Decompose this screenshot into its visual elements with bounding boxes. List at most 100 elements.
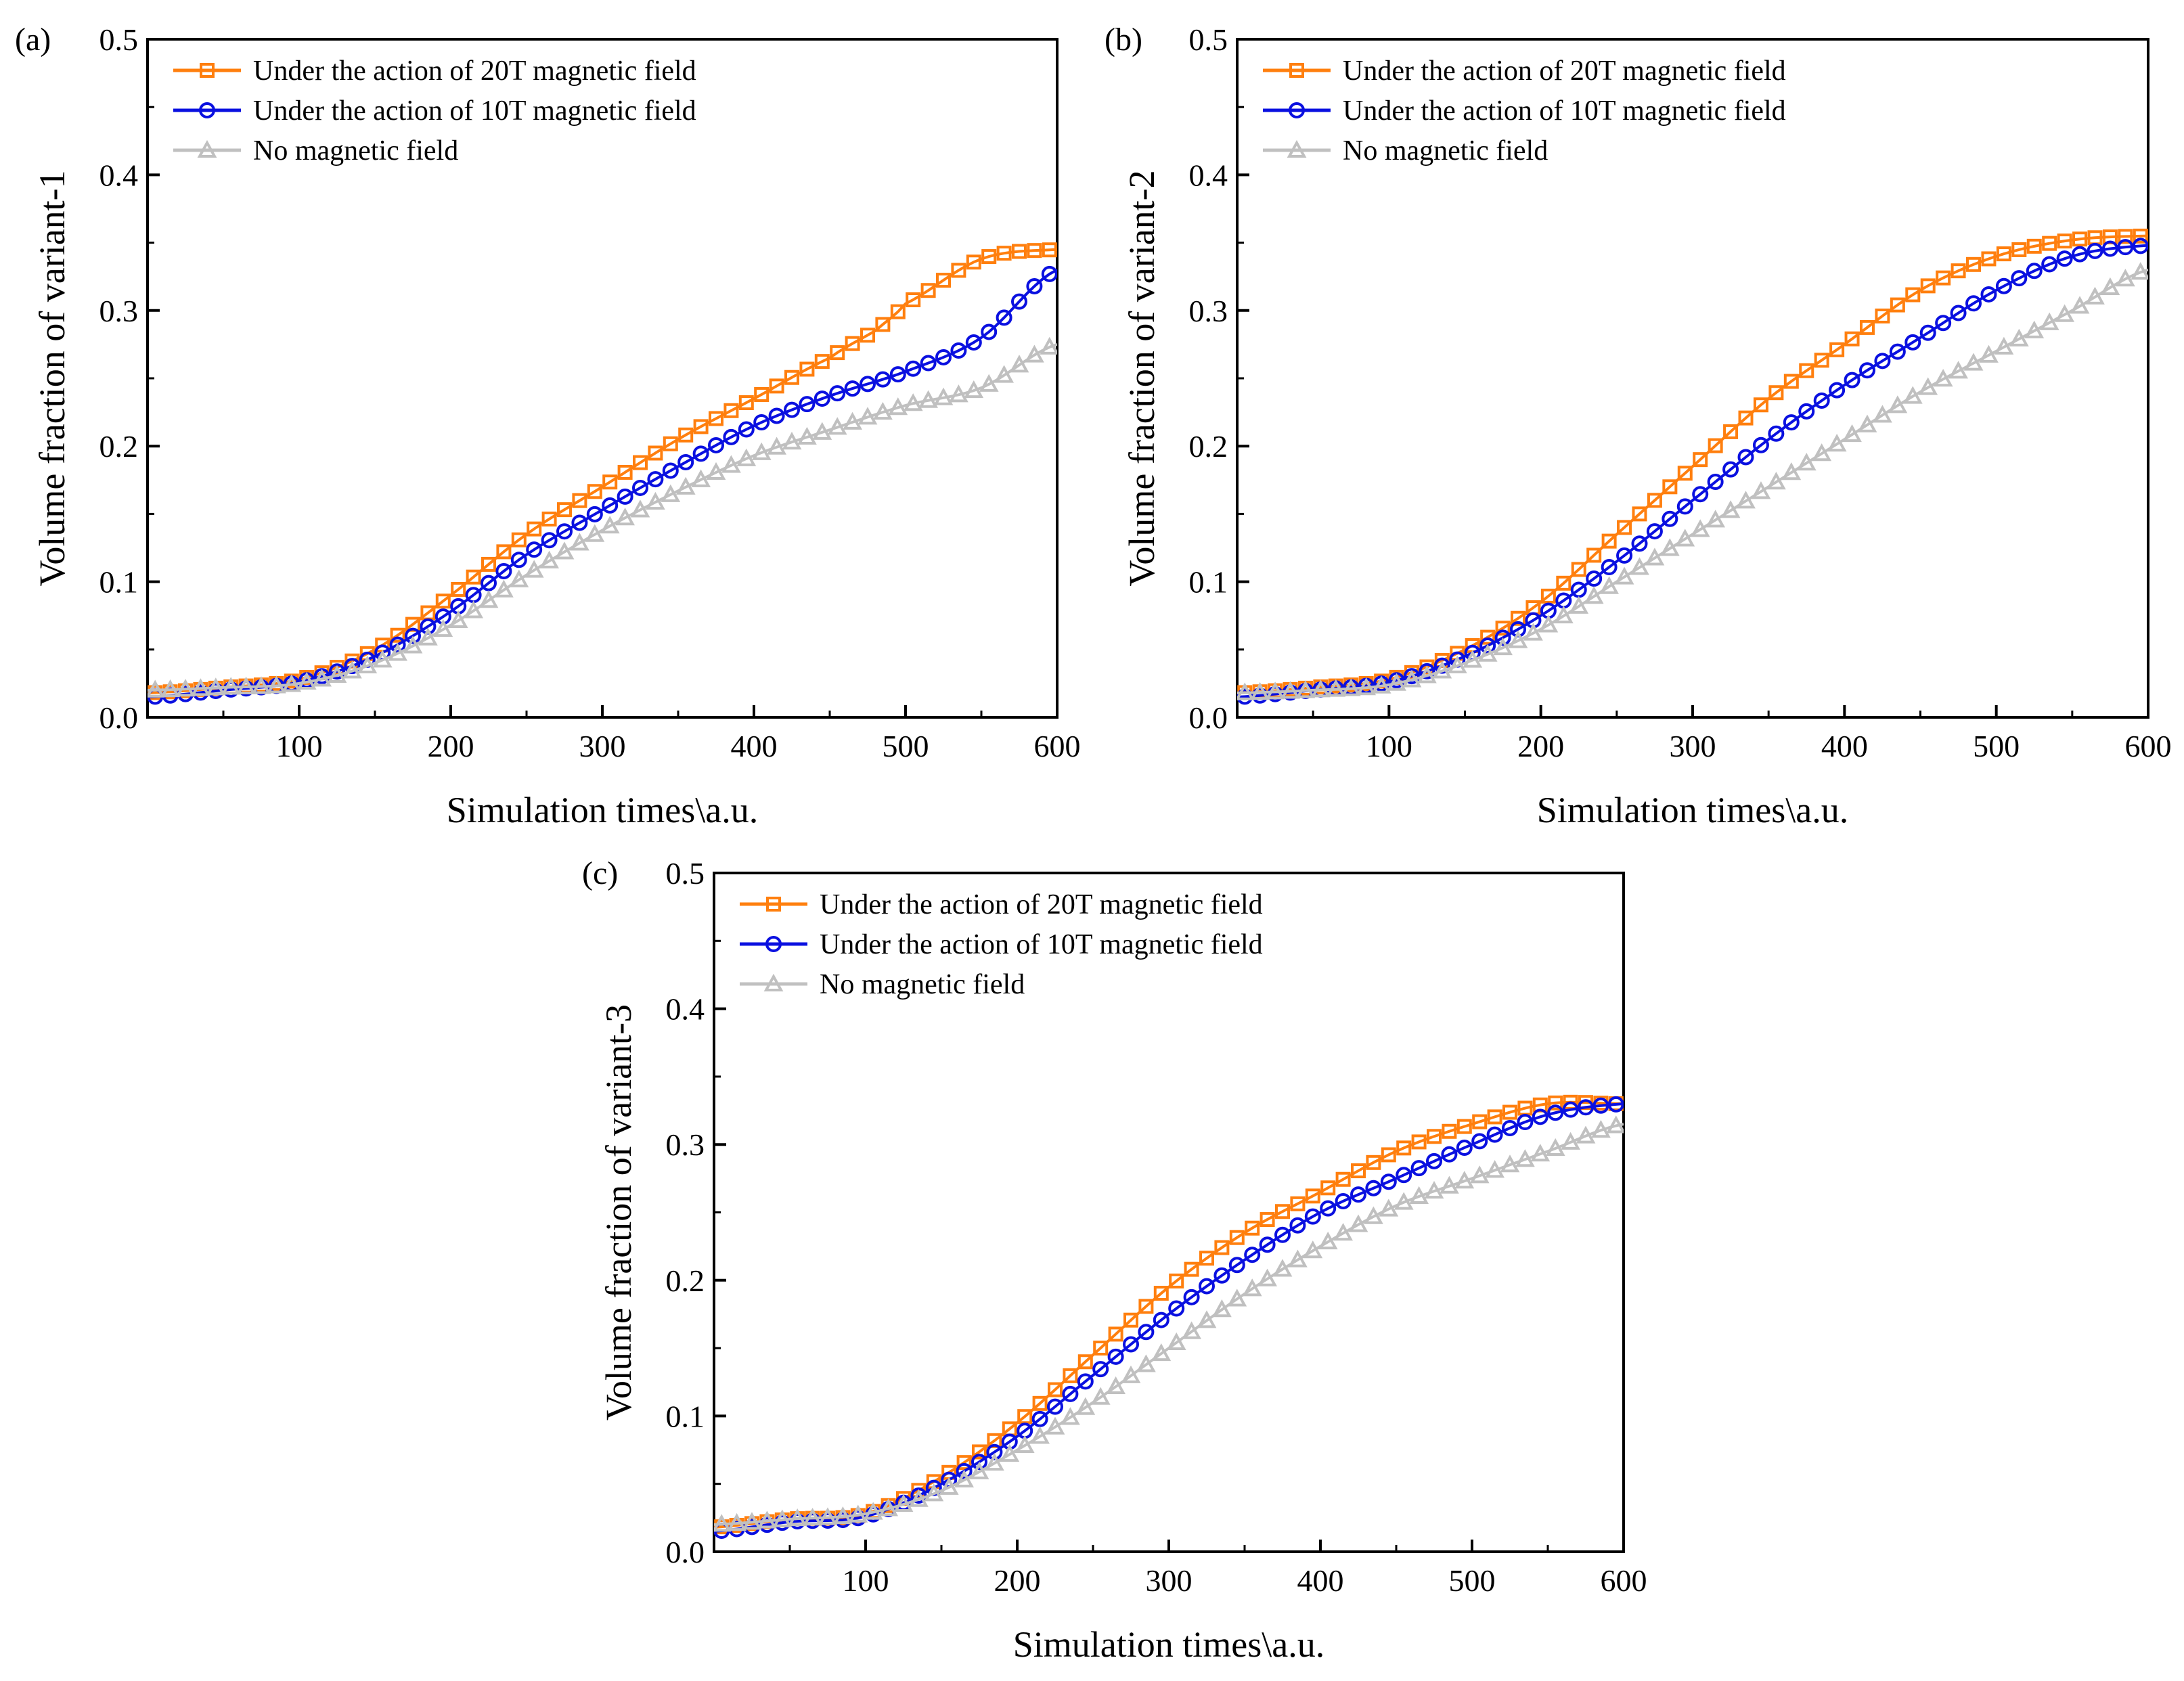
series-2-point [1242, 1278, 1262, 1297]
series-2-point [803, 1508, 822, 1526]
series-0-point [1108, 1326, 1123, 1342]
series-2-point [1075, 1397, 1096, 1415]
series-2-point [2039, 312, 2059, 330]
series-2-point [312, 669, 332, 687]
series-2-point [772, 1509, 793, 1527]
y-tick-label: 0.5 [1189, 22, 1228, 57]
series-2-point [509, 569, 529, 587]
series-1-point [1011, 293, 1027, 310]
series-line-2 [714, 1123, 1624, 1526]
series-2-point [873, 401, 893, 420]
series-2-point [1341, 678, 1361, 696]
series-0-point [572, 493, 587, 508]
x-tick-label: 200 [428, 729, 474, 763]
series-2-point [1151, 1343, 1172, 1362]
series-2-point [2085, 286, 2105, 305]
series-1-point [1199, 1278, 1215, 1295]
x-tick-label: 600 [1034, 729, 1081, 763]
series-1-point [1026, 277, 1043, 294]
series-2-point [1364, 1206, 1383, 1224]
series-2-point [1857, 414, 1877, 432]
series-1-point [1547, 1104, 1564, 1121]
series-2-point [1796, 453, 1817, 471]
series-0-point [2118, 229, 2133, 244]
x-tick-label: 300 [1146, 1563, 1193, 1598]
series-2-point [1212, 1299, 1232, 1318]
series-1-point [1768, 425, 1785, 442]
series-line-2 [1237, 268, 2148, 694]
series-0-point [1495, 621, 1511, 636]
series-line-0 [1237, 234, 2148, 694]
series-1-point [1586, 570, 1603, 587]
series-0-point [496, 544, 512, 560]
series-0-point [1199, 1251, 1214, 1266]
series-1-point [495, 563, 512, 580]
legend: Under the action of 20T magnetic field Un… [1263, 55, 1786, 166]
legend-marker-0 [766, 897, 781, 912]
series-2-point [661, 484, 681, 502]
series-0-point [906, 292, 921, 307]
series-1-point [1607, 1096, 1624, 1113]
series-2-point [1493, 637, 1513, 656]
series-1-point [632, 479, 648, 496]
series-2-point [1326, 679, 1346, 697]
series-2-point [1545, 1138, 1565, 1157]
series-1-point [1965, 295, 1982, 312]
series-0-point [723, 403, 739, 418]
series-1-point [1752, 436, 1769, 453]
series-0-point [769, 378, 784, 394]
series-2-point [357, 655, 378, 674]
series-0-point [2011, 242, 2027, 257]
series-2-point [827, 417, 847, 435]
series-0-point [1966, 256, 1982, 272]
series-0-point [845, 336, 860, 351]
x-tick-label: 400 [731, 729, 778, 763]
legend-label-2: No magnetic field [1343, 135, 1548, 166]
legend-label-0: Under the action of 20T magnetic field [1343, 55, 1786, 87]
series-2-point [433, 619, 453, 637]
series-1-point [708, 436, 724, 453]
series-0-point [1890, 297, 1905, 313]
series-1-point [1829, 382, 1846, 399]
y-tick-label: 0.0 [99, 700, 139, 735]
series-2-point [403, 635, 423, 654]
series-0-point [981, 249, 997, 265]
series-0-point [527, 521, 542, 537]
series-1-point [1077, 1373, 1094, 1390]
series-1-point [1995, 277, 2012, 294]
panel-label: (b) [1105, 22, 1142, 58]
x-tick-label: 300 [1670, 729, 1716, 763]
series-1-point [1396, 1167, 1412, 1184]
series-0-point [2042, 236, 2057, 251]
series-2-point [1237, 682, 1255, 700]
series-2-point [1440, 1175, 1459, 1194]
series-1-point [1616, 547, 1633, 564]
series-1-point [753, 414, 770, 431]
series-0-point [1920, 278, 1936, 294]
series-0-point [1617, 520, 1632, 535]
series-1-point [1479, 637, 1496, 654]
series-2-point [1303, 1240, 1323, 1259]
series-1-point [1244, 1247, 1261, 1263]
series-0-point [1411, 1134, 1427, 1150]
y-tick-label: 0.5 [99, 22, 139, 57]
series-1-point [1213, 1267, 1230, 1284]
series-2-point [1295, 680, 1316, 698]
series-1-point [1517, 1114, 1534, 1131]
series-2-point [1485, 1160, 1505, 1178]
series-line-1 [148, 268, 1057, 698]
series-0-point [451, 581, 466, 597]
x-tick-label: 100 [843, 1563, 889, 1598]
series-0-point [1048, 1382, 1063, 1397]
series-1-point [1410, 1160, 1427, 1177]
series-1-point [571, 514, 588, 531]
series-2-point [903, 393, 923, 411]
series-1-point [1980, 286, 1997, 302]
series-1-point [2026, 263, 2043, 279]
series-2-point [191, 678, 210, 696]
series-1-point [768, 407, 785, 424]
series-2-point [175, 679, 196, 697]
series-1-point [1798, 403, 1815, 420]
series-1-point [1631, 535, 1648, 552]
series-1-point [1123, 1336, 1139, 1353]
